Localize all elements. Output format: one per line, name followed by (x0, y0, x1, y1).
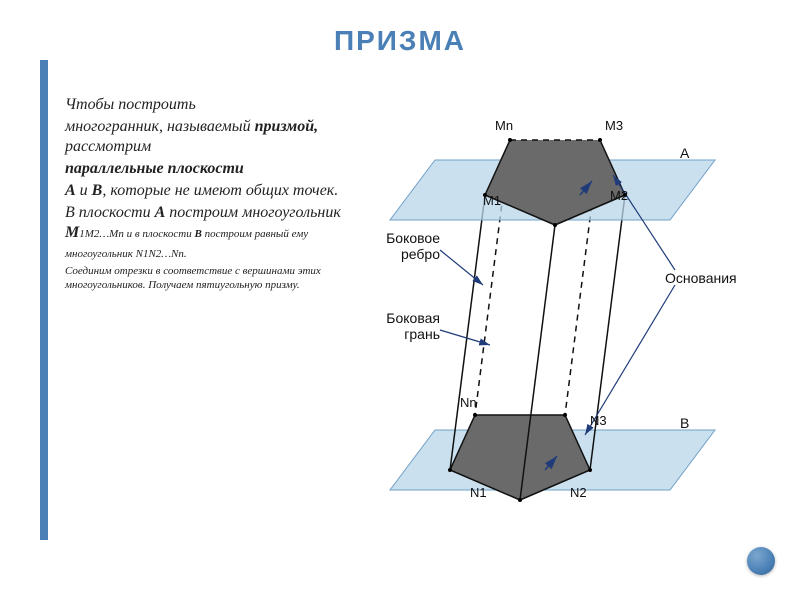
title-text: ПРИЗМА (334, 25, 466, 56)
text-small: В (194, 228, 201, 240)
slide: ПРИЗМА Чтобы построить многогранник, наз… (0, 0, 800, 600)
next-button[interactable] (747, 547, 775, 575)
text: построим многоугольник (165, 204, 341, 221)
vertex-label: M3 (605, 118, 623, 133)
vertex-label: M1 (483, 193, 501, 208)
body-line: Чтобы построить (65, 95, 365, 115)
text: и (76, 182, 92, 199)
page-title: ПРИЗМА (0, 25, 800, 57)
body-line: В плоскости А построим многоугольник М1М… (65, 203, 365, 263)
label-edge: Боковое ребро (370, 230, 440, 262)
prism-diagram: Боковое ребро Боковая грань Основания А … (375, 85, 775, 525)
text-small: 1М2…Мn и в плоскости (79, 228, 194, 240)
body-text: Чтобы построить многогранник, называемый… (65, 95, 365, 295)
label-face: Боковая грань (370, 310, 440, 342)
text-bold: призмой, (255, 118, 319, 135)
body-line-small: Соединим отрезки в соответствие с вершин… (65, 265, 365, 293)
vertex-label: M2 (610, 188, 628, 203)
label-plane-b: В (680, 415, 689, 431)
text-bold: А (65, 182, 76, 199)
text-bold: А (155, 204, 166, 221)
text: рассмотрим (65, 138, 151, 155)
body-line: параллельные плоскости (65, 159, 365, 179)
text: , которые не имеют общих точек. (102, 182, 338, 199)
vertex-label: N3 (590, 413, 607, 428)
accent-bar (40, 60, 48, 540)
vertex-label: Mn (495, 118, 513, 133)
text: В плоскости (65, 204, 155, 221)
text-bold: М (65, 224, 79, 241)
label-bases: Основания (665, 270, 737, 286)
body-line: многогранник, называемый призмой, рассмо… (65, 117, 365, 157)
text-bold: В (92, 182, 103, 199)
label-plane-a: А (680, 145, 689, 161)
vertex-label: N2 (570, 485, 587, 500)
vertex-label: Nn (460, 395, 477, 410)
vertex-label: N1 (470, 485, 487, 500)
diagram-svg (375, 85, 775, 525)
text-bold: параллельные плоскости (65, 160, 244, 177)
body-line: А и В, которые не имеют общих точек. (65, 181, 365, 201)
text: многогранник, называемый (65, 118, 255, 135)
